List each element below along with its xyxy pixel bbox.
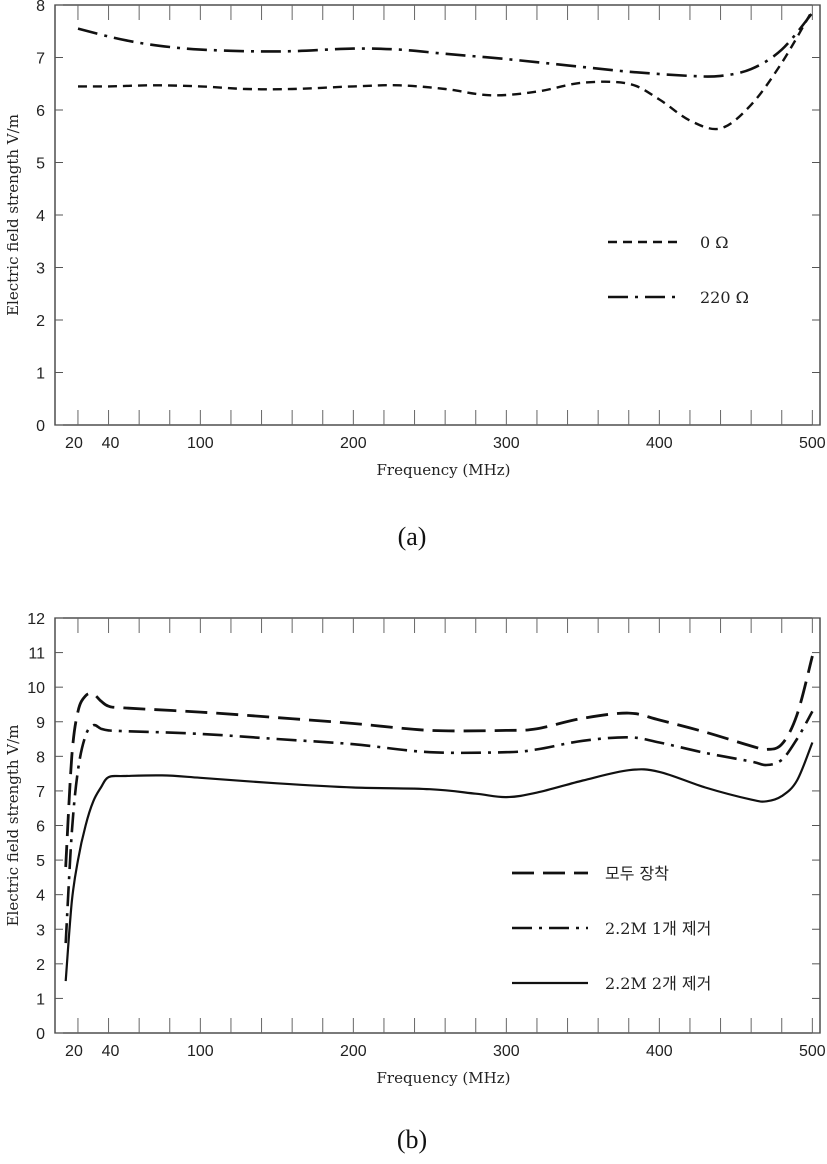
series-line-1 <box>77 9 814 131</box>
x-tick-label: 500 <box>799 435 826 452</box>
series-line-2 <box>77 12 814 78</box>
panel-label: (b) <box>397 1125 427 1154</box>
x-axis-title: Frequency (MHz) <box>377 461 511 479</box>
x-tick-label: 300 <box>493 1043 520 1060</box>
y-tick-label: 5 <box>36 156 45 173</box>
y-tick-label: 0 <box>36 418 45 435</box>
x-tick-label: 20 <box>65 435 83 452</box>
plot-frame <box>54 617 821 1034</box>
x-tick-label: 400 <box>646 1043 673 1060</box>
x-tick-label: 500 <box>799 1043 826 1060</box>
chart-panel-a: 0 1 2 3 4 5 6 7 8 20 40 100 200 300 400 500 Frequency (M… <box>4 0 826 551</box>
panel-label: (a) <box>398 522 427 551</box>
y-tick-label: 12 <box>27 611 45 628</box>
y-tick-label: 4 <box>36 208 45 225</box>
y-tick-label: 2 <box>36 313 45 330</box>
x-tick-label: 20 <box>65 1043 83 1060</box>
y-tick-label: 9 <box>36 715 45 732</box>
x-tick-label: 400 <box>646 435 673 452</box>
minor-ticks <box>77 618 813 1033</box>
y-tick-label: 1 <box>36 366 45 383</box>
series-line-2 <box>64 710 814 944</box>
x-tick-label: 200 <box>340 435 367 452</box>
y-tick-label: 3 <box>36 261 45 278</box>
x-tick-label: 40 <box>102 435 120 452</box>
y-tick-label: 8 <box>36 0 45 15</box>
y-tick-label: 2 <box>36 957 45 974</box>
y-tick-label: 6 <box>36 819 45 836</box>
x-axis-title: Frequency (MHz) <box>377 1069 511 1087</box>
series-line-3 <box>64 742 814 982</box>
y-tick-label: 7 <box>36 51 45 68</box>
minor-ticks <box>77 5 813 425</box>
legend: 0 Ω 220 Ω <box>608 233 749 307</box>
legend-label-2: 2.2M 1개 제거 <box>605 919 711 938</box>
y-tick-label: 11 <box>28 646 45 663</box>
y-tick-label: 3 <box>36 922 45 939</box>
y-axis-title: Electric field strength V/m <box>4 114 22 316</box>
legend-label-1: 모두 장착 <box>605 864 669 883</box>
y-tick-label: 10 <box>27 680 45 697</box>
plot-frame <box>54 4 821 426</box>
legend-label-2: 220 Ω <box>700 288 749 307</box>
legend: 모두 장착 2.2M 1개 제거 2.2M 2개 제거 <box>512 864 711 993</box>
legend-label-1: 0 Ω <box>700 233 729 252</box>
x-tick-label: 300 <box>493 435 520 452</box>
series-line-1 <box>64 655 814 868</box>
y-tick-label: 1 <box>36 991 45 1008</box>
y-tick-label: 8 <box>36 749 45 766</box>
y-tick-label: 5 <box>36 853 45 870</box>
x-tick-label: 100 <box>187 435 214 452</box>
x-tick-label: 40 <box>102 1043 120 1060</box>
y-axis-title: Electric field strength V/m <box>4 725 22 927</box>
legend-label-3: 2.2M 2개 제거 <box>605 974 711 993</box>
x-tick-label: 100 <box>187 1043 214 1060</box>
y-tick-label: 0 <box>36 1026 45 1043</box>
y-tick-label: 4 <box>36 888 45 905</box>
y-tick-label: 7 <box>36 784 45 801</box>
x-tick-label: 200 <box>340 1043 367 1060</box>
y-tick-label: 6 <box>36 103 45 120</box>
